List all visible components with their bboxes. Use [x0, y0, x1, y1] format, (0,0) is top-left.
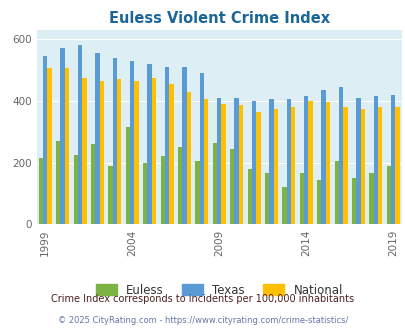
Bar: [99, 81, 104, 224]
Bar: [91, 144, 95, 224]
Bar: [230, 149, 234, 224]
Bar: [303, 96, 308, 224]
Bar: [281, 187, 286, 224]
Bar: [78, 45, 82, 224]
Bar: [130, 61, 134, 224]
Bar: [316, 180, 321, 224]
Bar: [351, 178, 356, 224]
Bar: [164, 67, 169, 224]
Bar: [117, 79, 121, 224]
Bar: [73, 155, 78, 224]
Bar: [251, 101, 256, 224]
Bar: [143, 163, 147, 224]
Bar: [369, 173, 373, 224]
Bar: [273, 109, 277, 224]
Bar: [56, 141, 60, 224]
Text: Crime Index corresponds to incidents per 100,000 inhabitants: Crime Index corresponds to incidents per…: [51, 294, 354, 304]
Bar: [113, 57, 117, 224]
Bar: [334, 161, 338, 224]
Bar: [177, 147, 182, 224]
Bar: [204, 99, 208, 224]
Bar: [95, 53, 99, 224]
Bar: [360, 109, 364, 224]
Bar: [290, 107, 295, 224]
Bar: [43, 56, 47, 224]
Bar: [60, 48, 65, 224]
Bar: [321, 90, 325, 224]
Bar: [256, 112, 260, 224]
Bar: [82, 78, 86, 224]
Bar: [108, 166, 113, 224]
Legend: Euless, Texas, National: Euless, Texas, National: [91, 279, 347, 301]
Bar: [386, 166, 390, 224]
Bar: [269, 99, 273, 224]
Bar: [160, 156, 164, 224]
Bar: [377, 107, 382, 224]
Bar: [394, 107, 399, 224]
Bar: [286, 99, 290, 224]
Bar: [212, 143, 217, 224]
Bar: [234, 98, 238, 224]
Bar: [47, 68, 52, 224]
Bar: [390, 95, 394, 224]
Bar: [147, 64, 151, 224]
Bar: [182, 67, 186, 224]
Bar: [325, 102, 329, 224]
Bar: [356, 98, 360, 224]
Bar: [38, 158, 43, 224]
Bar: [373, 96, 377, 224]
Text: © 2025 CityRating.com - https://www.cityrating.com/crime-statistics/: © 2025 CityRating.com - https://www.city…: [58, 316, 347, 325]
Bar: [134, 81, 139, 224]
Bar: [221, 104, 225, 224]
Bar: [199, 73, 203, 224]
Bar: [126, 127, 130, 224]
Bar: [195, 161, 199, 224]
Bar: [169, 84, 173, 224]
Bar: [151, 78, 156, 224]
Bar: [247, 169, 251, 224]
Bar: [264, 173, 269, 224]
Bar: [65, 68, 69, 224]
Title: Euless Violent Crime Index: Euless Violent Crime Index: [109, 11, 329, 26]
Bar: [238, 105, 243, 224]
Bar: [217, 98, 221, 224]
Bar: [186, 91, 190, 224]
Bar: [342, 107, 347, 224]
Bar: [299, 173, 303, 224]
Bar: [308, 101, 312, 224]
Bar: [338, 87, 342, 224]
